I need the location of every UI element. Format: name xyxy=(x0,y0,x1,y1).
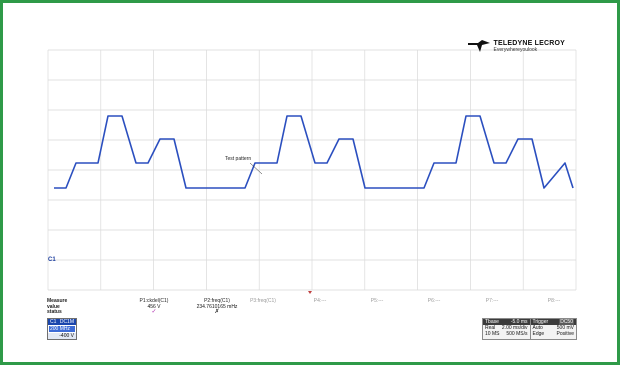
measure-p7-name: P7:--- xyxy=(477,299,507,305)
check-icon: ✓ xyxy=(129,310,179,315)
status-header: status xyxy=(47,310,67,316)
trigger-position-marker xyxy=(308,291,312,294)
channel-marker[interactable]: C1 xyxy=(48,257,56,263)
measure-p5[interactable]: P5:--- xyxy=(362,299,392,305)
waveform-trace xyxy=(54,116,573,188)
graticule-grid xyxy=(48,50,576,290)
timebase-samples-row: 10 MS 500 MS/s xyxy=(483,331,530,337)
waveform-display xyxy=(47,32,577,336)
cross-icon: ✗ xyxy=(175,310,259,315)
measure-p3[interactable]: P3:freq(C1) xyxy=(241,299,285,305)
timebase-descriptor[interactable]: Tbase -5.0 ms Real 2.00 ms/div 10 MS 500… xyxy=(483,319,530,339)
logo-brand: TELEDYNE LECROY xyxy=(494,40,565,47)
trigger-descriptor[interactable]: Trigger DC50 Auto 500 mV Edge Positive xyxy=(530,319,577,339)
measure-p8[interactable]: P8:--- xyxy=(539,299,569,305)
trigger-slope: Positive xyxy=(556,331,574,337)
measure-p7[interactable]: P7:--- xyxy=(477,299,507,305)
channel-descriptor-header: C1 DC1M xyxy=(48,319,76,325)
measure-p4[interactable]: P4:--- xyxy=(305,299,335,305)
logo-tagline: Everywhereyoulook xyxy=(494,48,565,53)
channel-descriptor-box[interactable]: C1 DC1M 200 MHz -400 V xyxy=(47,318,77,340)
logo-bird-icon xyxy=(468,40,490,52)
channel-label: C1 xyxy=(50,319,56,325)
measure-p3-name: P3:freq(C1) xyxy=(241,299,285,305)
timebase-trigger-box[interactable]: Tbase -5.0 ms Real 2.00 ms/div 10 MS 500… xyxy=(482,318,577,340)
measure-row-headers: Measure value status xyxy=(47,299,67,316)
measure-p4-name: P4:--- xyxy=(305,299,335,305)
oscilloscope-screen: TELEDYNE LECROY Everywhereyoulook Test p… xyxy=(47,32,577,336)
channel-coupling: DC1M xyxy=(60,319,74,325)
measurement-table: Measure value status P1:ckdel(C1) 456 V … xyxy=(47,299,577,315)
trigger-source-row: Edge Positive xyxy=(531,331,577,337)
measure-p1[interactable]: P1:ckdel(C1) 456 V ✓ xyxy=(129,299,179,315)
channel-bandwidth: 200 MHz xyxy=(50,326,70,332)
trigger-source: Edge xyxy=(533,331,545,337)
timebase-points: 10 MS xyxy=(485,331,499,337)
measure-p6-name: P6:--- xyxy=(419,299,449,305)
teledyne-lecroy-logo: TELEDYNE LECROY Everywhereyoulook xyxy=(494,40,565,53)
trace-label: Test pattern xyxy=(225,156,251,162)
channel-bandwidth-row: 200 MHz xyxy=(49,326,75,332)
timebase-rate: 500 MS/s xyxy=(506,331,527,337)
measure-p6[interactable]: P6:--- xyxy=(419,299,449,305)
measure-p8-name: P8:--- xyxy=(539,299,569,305)
measure-p5-name: P5:--- xyxy=(362,299,392,305)
channel-offset: -400 V xyxy=(48,333,76,339)
